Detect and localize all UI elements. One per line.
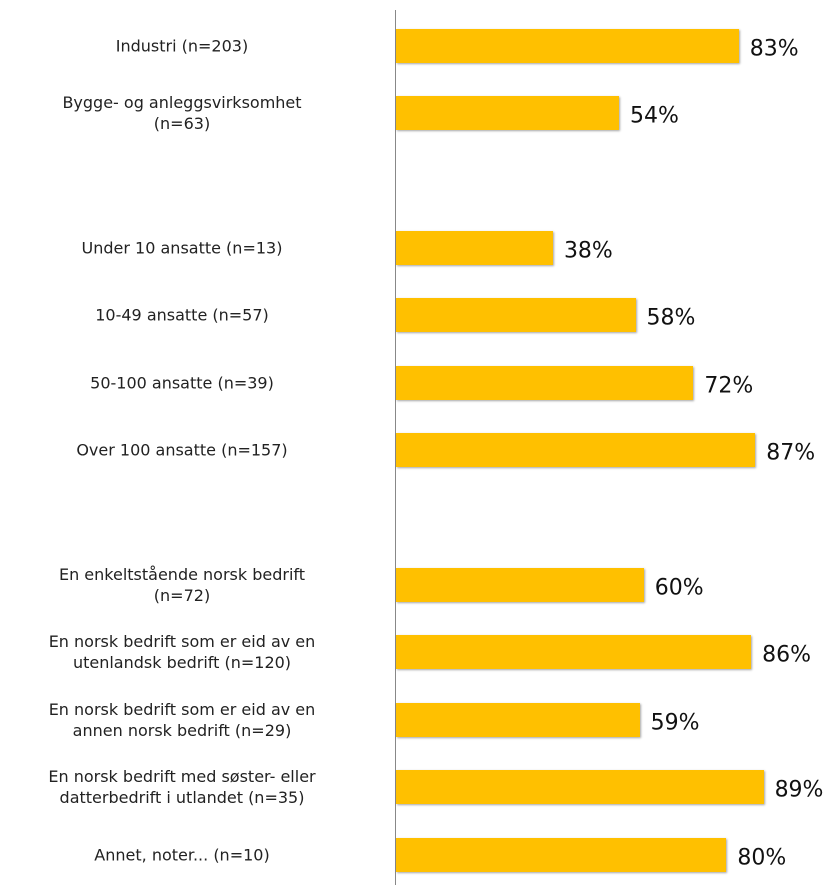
value-label: 54%: [630, 103, 679, 129]
value-label: 87%: [766, 440, 816, 466]
axis-line: [395, 10, 396, 885]
bar: [396, 837, 727, 872]
category-label: 50-100 ansatte (n=39): [90, 373, 274, 393]
bar: [396, 567, 644, 602]
category-label: Bygge- og anleggsvirksomhet (n=63): [62, 93, 302, 134]
bar: [396, 365, 694, 400]
value-label: 72%: [704, 373, 754, 399]
category-label: Industri (n=203): [115, 36, 249, 56]
bar: [396, 433, 756, 468]
value-label: 60%: [654, 575, 704, 601]
value-label: 83%: [749, 36, 799, 62]
value-label: 38%: [563, 238, 613, 264]
value-label: 58%: [646, 305, 696, 331]
value-label: 80%: [737, 845, 787, 870]
category-label: En enkeltstående norsk bedrift (n=72): [58, 564, 306, 605]
value-label: 59%: [650, 710, 700, 736]
bar: [396, 96, 620, 131]
value-label: 89%: [774, 777, 824, 803]
category-label: 10-49 ansatte (n=57): [95, 305, 269, 325]
category-label: En norsk bedrift med søster- eller datte…: [48, 767, 316, 808]
bar: [396, 298, 636, 333]
category-label: En norsk bedrift som er eid av en annen …: [48, 699, 316, 740]
category-label: Under 10 ansatte (n=13): [81, 238, 283, 258]
category-label: Annet, noter... (n=10): [94, 845, 270, 864]
category-label: Over 100 ansatte (n=157): [76, 440, 288, 460]
bar: [396, 635, 752, 670]
value-label: 86%: [762, 642, 812, 668]
bar: [396, 230, 553, 265]
bar: [396, 28, 739, 63]
bar: [396, 702, 640, 737]
bar: [396, 770, 764, 805]
category-label: En norsk bedrift som er eid av en utenla…: [48, 632, 316, 673]
